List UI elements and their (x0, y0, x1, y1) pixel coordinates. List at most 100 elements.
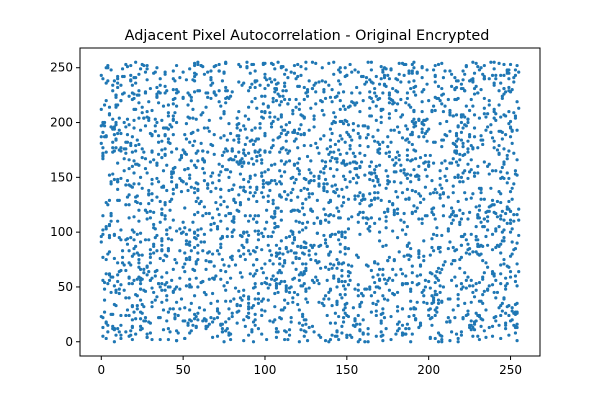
data-point (330, 88, 334, 92)
data-point (517, 106, 521, 110)
data-point (135, 251, 139, 255)
data-point (417, 118, 421, 122)
data-point (305, 220, 310, 224)
data-point (425, 174, 429, 178)
data-point (358, 143, 362, 148)
data-point (351, 306, 355, 310)
data-point (492, 60, 496, 64)
data-point (222, 112, 226, 116)
data-point (389, 337, 393, 342)
data-point (456, 199, 460, 204)
data-point (163, 147, 167, 151)
data-point (477, 204, 482, 208)
data-point (397, 158, 401, 162)
data-point (440, 267, 444, 272)
data-point (466, 139, 470, 143)
data-point (240, 157, 244, 161)
data-point (335, 187, 339, 191)
data-point (173, 111, 177, 115)
data-point (135, 200, 139, 205)
data-point (312, 114, 316, 118)
data-point (176, 90, 180, 94)
data-point (402, 168, 406, 172)
data-point (104, 200, 108, 205)
data-point (371, 275, 375, 279)
data-point (227, 188, 231, 193)
data-point (284, 123, 288, 127)
data-point (310, 86, 315, 91)
data-point (415, 300, 419, 304)
data-point (189, 285, 193, 289)
data-point (163, 217, 167, 221)
data-point (510, 128, 514, 132)
data-point (273, 226, 277, 230)
data-point (386, 179, 390, 183)
data-point (469, 97, 473, 102)
data-point (348, 62, 352, 67)
data-point (499, 73, 503, 77)
data-point (284, 236, 288, 240)
data-point (391, 99, 395, 103)
data-point (273, 209, 277, 213)
data-point (196, 182, 200, 186)
data-point (199, 199, 203, 204)
data-point (116, 81, 120, 85)
data-point (140, 105, 144, 109)
data-point (130, 228, 134, 232)
data-point (358, 164, 362, 168)
data-point (431, 232, 436, 236)
data-point (407, 257, 411, 262)
data-point (119, 283, 123, 287)
data-point (330, 122, 334, 126)
data-point (507, 265, 511, 269)
data-point (117, 148, 121, 152)
data-point (477, 208, 482, 212)
data-point (217, 69, 221, 73)
data-point (192, 231, 197, 235)
data-point (319, 170, 323, 174)
data-point (454, 332, 459, 336)
data-point (274, 330, 279, 334)
data-point (500, 165, 504, 170)
data-point (348, 170, 352, 174)
data-point (353, 68, 357, 72)
data-point (119, 99, 123, 103)
data-point (286, 337, 290, 342)
data-point (320, 79, 324, 83)
data-point (374, 118, 378, 122)
data-point (494, 112, 498, 116)
data-point (130, 91, 134, 95)
data-point (395, 150, 400, 154)
data-point (399, 169, 403, 173)
data-point (240, 298, 244, 302)
data-point (379, 107, 383, 111)
data-point (238, 172, 243, 176)
data-point (155, 66, 159, 70)
data-point (433, 80, 437, 84)
data-point (137, 265, 141, 269)
data-point (184, 122, 189, 126)
data-point (373, 139, 377, 143)
data-point (204, 293, 208, 297)
data-point (423, 131, 428, 136)
data-point (413, 189, 418, 194)
data-point (211, 181, 215, 185)
data-point (328, 198, 333, 202)
data-point (251, 217, 256, 221)
data-point (292, 238, 297, 242)
data-point (438, 176, 442, 181)
data-point (292, 236, 297, 240)
data-point (196, 210, 200, 215)
data-point (140, 302, 144, 307)
data-point (274, 243, 279, 247)
data-point (171, 290, 175, 295)
data-point (147, 188, 151, 193)
data-point (253, 318, 257, 322)
data-point (156, 140, 161, 144)
data-point (271, 202, 275, 206)
data-point (111, 275, 115, 279)
data-point (248, 252, 252, 256)
data-point (220, 164, 225, 168)
data-point (327, 252, 331, 256)
data-point (438, 169, 442, 173)
